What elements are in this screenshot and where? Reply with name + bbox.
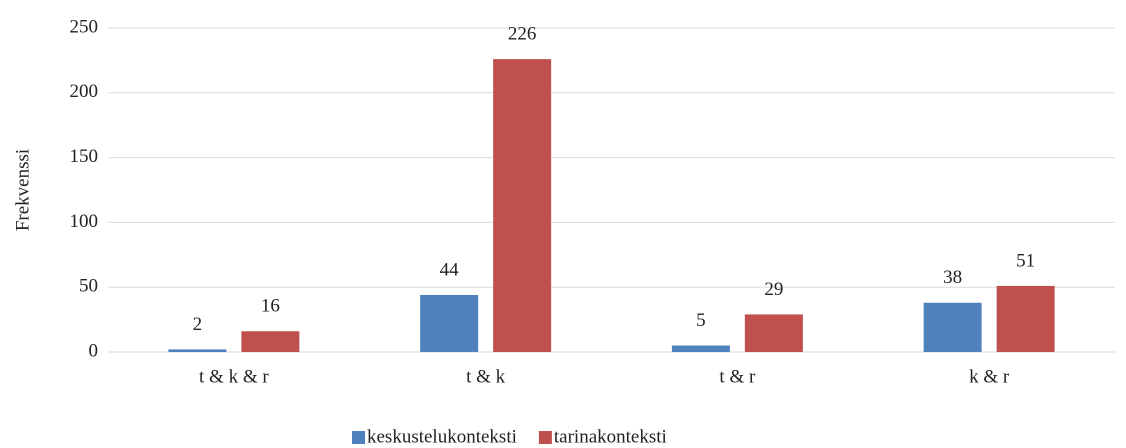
x-tick-label: k & r bbox=[969, 366, 1010, 387]
x-tick-label: t & k & r bbox=[199, 366, 269, 387]
data-label: 2 bbox=[193, 314, 203, 335]
data-label: 29 bbox=[764, 279, 783, 300]
y-tick-label: 200 bbox=[70, 81, 99, 102]
y-axis-label: Frekvenssi bbox=[12, 149, 33, 231]
bar bbox=[923, 302, 982, 352]
legend-swatch bbox=[538, 431, 552, 444]
y-tick-label: 250 bbox=[70, 16, 99, 37]
bar bbox=[241, 331, 300, 352]
data-label: 5 bbox=[696, 310, 706, 331]
data-label: 226 bbox=[508, 23, 537, 44]
y-tick-label: 150 bbox=[70, 146, 99, 167]
y-tick-label: 100 bbox=[70, 211, 99, 232]
legend-label: tarinakonteksti bbox=[554, 426, 667, 447]
y-tick-label: 50 bbox=[79, 276, 98, 297]
data-label: 38 bbox=[943, 267, 962, 288]
data-label: 51 bbox=[1016, 250, 1035, 271]
legend-swatch bbox=[352, 431, 365, 444]
x-tick-label: t & k bbox=[466, 366, 506, 387]
data-label: 44 bbox=[440, 259, 460, 280]
legend-label: keskustelukonteksti bbox=[367, 426, 517, 447]
y-tick-label: 0 bbox=[89, 340, 99, 361]
x-tick-label: t & r bbox=[719, 366, 756, 387]
bar bbox=[744, 314, 803, 352]
bar bbox=[996, 285, 1055, 352]
bar bbox=[420, 294, 479, 352]
bar bbox=[671, 345, 730, 352]
bar bbox=[493, 59, 552, 352]
data-label: 16 bbox=[261, 296, 280, 317]
bar bbox=[168, 349, 227, 352]
